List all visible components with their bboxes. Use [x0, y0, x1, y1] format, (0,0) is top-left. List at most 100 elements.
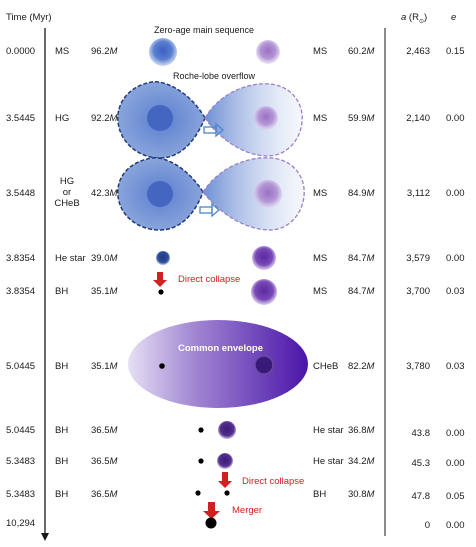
companion-ms-4	[251, 279, 277, 305]
black-hole-3	[198, 458, 204, 464]
eccentricity-value: 0.00	[446, 428, 465, 439]
companion-ms-3	[252, 246, 276, 270]
eccentricity-value: 0.00	[446, 458, 465, 469]
eccentricity-value: 0.00	[446, 113, 465, 124]
stage-label-direct-collapse-2: Direct collapse	[242, 476, 305, 487]
companion-type: MS	[313, 46, 328, 57]
primary-type: BH	[55, 361, 69, 372]
companion-type: He star	[313, 456, 344, 467]
separation-value: 47.8	[411, 491, 431, 502]
time-value: 5.3483	[6, 489, 36, 500]
mass-transfer-arrow-1	[203, 122, 224, 138]
time-value: 5.3483	[6, 456, 36, 467]
primary-star-zams	[149, 38, 177, 66]
separation-value: 3,579	[406, 253, 430, 264]
companion-roche-lobe	[204, 83, 303, 157]
time-value: 3.8354	[6, 253, 36, 264]
companion-type: MS	[313, 188, 328, 199]
primary-type: HG	[55, 113, 70, 124]
time-value: 5.0445	[6, 425, 36, 436]
primary-mass: 42.3M	[91, 188, 118, 199]
separation-value: 3,780	[406, 361, 430, 372]
primary-mass: 35.1M	[91, 286, 118, 297]
black-hole-in-envelope	[159, 363, 165, 369]
primary-type: BH	[55, 489, 69, 500]
time-value: 3.5445	[6, 113, 36, 124]
primary-type: BH	[55, 456, 69, 467]
companion-he-star-7	[217, 453, 233, 469]
stage-label-zams: Zero-age main sequence	[154, 25, 255, 35]
companion-mass: 82.2M	[348, 361, 375, 372]
companion-mass: 84.9M	[348, 188, 375, 199]
companion-mass: 60.2M	[348, 46, 375, 57]
primary-type: BH	[55, 425, 69, 436]
companion-type: MS	[313, 253, 328, 264]
companion-type: BH	[313, 489, 327, 500]
eccentricity-value: 0.03	[446, 286, 465, 297]
common-envelope	[128, 320, 308, 408]
companion-mass: 84.7M	[348, 286, 375, 297]
merger-arrow	[203, 502, 220, 519]
primary-mass: 35.1M	[91, 361, 118, 372]
primary-mass: 92.2M	[91, 113, 118, 124]
companion-type: MS	[313, 286, 328, 297]
stage-label-rlof: Roche-lobe overflow	[173, 71, 256, 81]
time-value: 0.0000	[6, 46, 36, 57]
separation-header: a (R⊙)	[401, 12, 428, 25]
separation-value: 45.3	[411, 458, 431, 469]
eccentricity-value: 0.00	[446, 520, 465, 531]
separation-unit-close: )	[424, 12, 428, 23]
primary-type: BH	[55, 286, 69, 297]
primary-core-2	[147, 181, 173, 207]
companion-star-2	[254, 180, 282, 208]
primary-type: HG or CHeB	[54, 176, 80, 209]
primary-he-star	[156, 251, 170, 265]
companion-type: CHeB	[313, 361, 339, 372]
stage-label-merger: Merger	[232, 505, 263, 516]
time-axis-label: Time (Myr)	[6, 12, 52, 23]
separation-symbol: a	[401, 12, 407, 23]
separation-value: 0	[424, 520, 430, 531]
primary-type: He star	[55, 253, 86, 264]
primary-core-rlof	[147, 105, 173, 131]
time-value: 10,294	[6, 518, 36, 529]
primary-mass: 36.5M	[91, 489, 118, 500]
merged-black-hole	[205, 517, 217, 529]
separation-unit-open: (R	[406, 12, 419, 23]
companion-core-in-envelope	[254, 355, 274, 375]
primary-mass: 36.5M	[91, 456, 118, 467]
separation-value: 3,112	[406, 188, 430, 199]
companion-he-star-6	[218, 421, 236, 439]
separation-value: 43.8	[411, 428, 431, 439]
eccentricity-value: 0.00	[446, 253, 465, 264]
primary-mass: 96.2M	[91, 46, 118, 57]
separation-value: 2,463	[406, 46, 430, 57]
time-axis-arrowhead	[41, 533, 49, 541]
companion-mass: 84.7M	[348, 253, 375, 264]
companion-roche-lobe-2	[202, 157, 305, 231]
eccentricity-header: e	[451, 12, 456, 23]
companion-type: He star	[313, 425, 344, 436]
separation-value: 2,140	[406, 113, 430, 124]
eccentricity-value: 0.05	[446, 491, 465, 502]
direct-collapse-arrow-2	[218, 472, 232, 488]
time-value: 3.8354	[6, 286, 36, 297]
companion-mass: 30.8M	[348, 489, 375, 500]
direct-collapse-arrow-1	[153, 272, 167, 287]
black-hole-1	[158, 289, 164, 295]
eccentricity-value: 0.03	[446, 361, 465, 372]
stage-label-direct-collapse-1: Direct collapse	[178, 274, 241, 285]
separation-value: 3,700	[406, 286, 430, 297]
companion-mass: 59.9M	[348, 113, 375, 124]
stage-label-common-envelope: Common envelope	[178, 343, 263, 354]
eccentricity-value: 0.15	[446, 46, 465, 57]
time-value: 5.0445	[6, 361, 36, 372]
companion-type: MS	[313, 113, 328, 124]
companion-star-rlof	[254, 106, 278, 130]
companion-mass: 34.2M	[348, 456, 375, 467]
eccentricity-symbol: e	[451, 12, 457, 23]
mass-transfer-arrow-2	[199, 202, 220, 218]
companion-mass: 36.8M	[348, 425, 375, 436]
primary-mass: 39.0M	[91, 253, 118, 264]
